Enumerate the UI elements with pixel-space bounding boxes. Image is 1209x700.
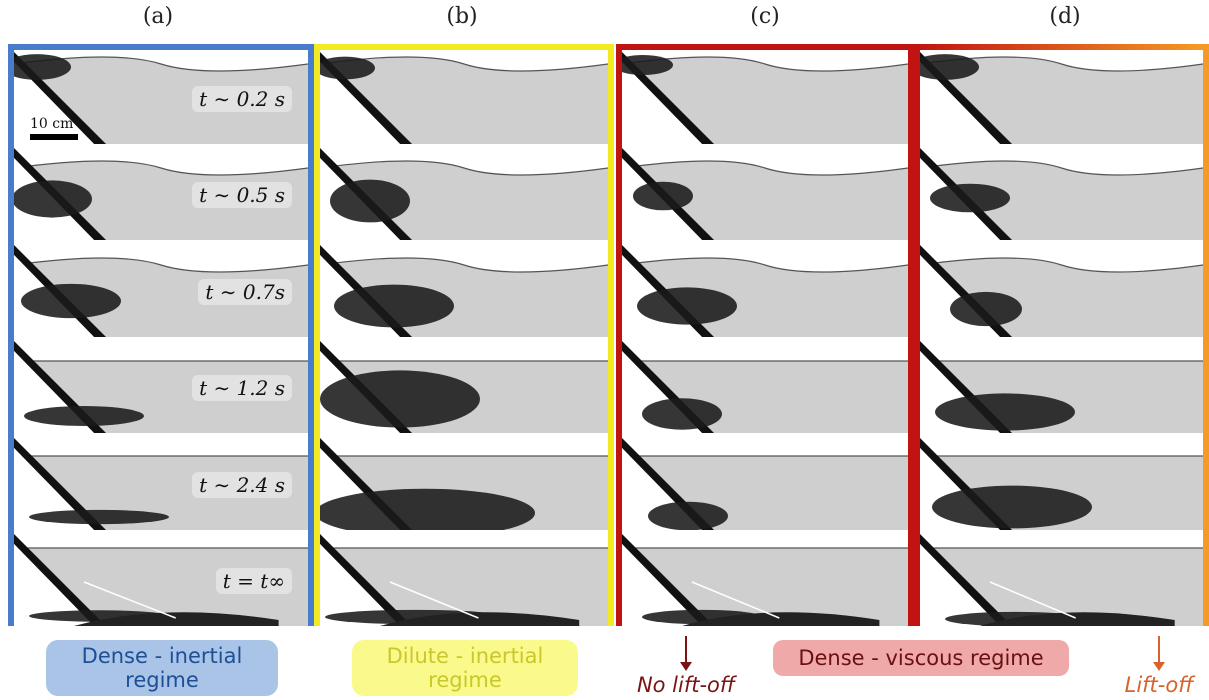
panel-b xyxy=(314,44,614,626)
time-label: t ∼ 0.5 s xyxy=(192,182,292,208)
experiment-frame-image xyxy=(920,148,1203,240)
experiment-frame-image xyxy=(320,534,608,626)
frame-row-3 xyxy=(920,243,1203,337)
experiment-frame-image xyxy=(920,341,1203,433)
regime-label-dense-inertial: Dense - inertial regime xyxy=(81,644,243,692)
no-lift-off-annotation: No lift-off xyxy=(611,636,761,697)
regime-badge-dilute-inertial: Dilute - inertial regime xyxy=(352,640,578,696)
no-lift-off-label: No lift-off xyxy=(636,673,736,697)
time-label: t = t∞ xyxy=(215,568,292,594)
frame-row-6 xyxy=(622,532,908,626)
frame-row-3 xyxy=(622,243,908,337)
frame-row-3 xyxy=(320,243,608,337)
frame-row-1: t ∼ 0.2 s xyxy=(14,50,308,144)
regime-label-dilute-inertial: Dilute - inertial regime xyxy=(386,644,544,692)
column-label-a: (a) xyxy=(142,4,174,29)
experiment-frame-image xyxy=(622,438,908,530)
experiment-frame-image xyxy=(14,245,308,337)
experiment-frame-image xyxy=(320,148,608,240)
experiment-frame-image xyxy=(920,534,1203,626)
frame-row-5 xyxy=(622,436,908,530)
experiment-frame-image xyxy=(14,52,308,144)
experiment-frame-image xyxy=(14,148,308,240)
column-label-d: (d) xyxy=(1049,4,1081,29)
experiment-frame-image xyxy=(622,148,908,240)
scale-bar-line xyxy=(30,134,78,140)
experiment-frame-image xyxy=(622,341,908,433)
frame-row-2 xyxy=(320,146,608,240)
time-label: t ∼ 2.4 s xyxy=(192,472,292,498)
lift-off-arrow-icon xyxy=(1158,636,1160,662)
frame-row-6 xyxy=(320,532,608,626)
experiment-frame-image xyxy=(920,52,1203,144)
frame-row-6 xyxy=(920,532,1203,626)
frame-row-4 xyxy=(622,339,908,433)
frame-row-5 xyxy=(920,436,1203,530)
lift-off-label: Lift-off xyxy=(1124,673,1194,697)
experiment-frame-image xyxy=(320,245,608,337)
scale-bar-label: 10 cm xyxy=(30,116,74,132)
frame-row-4 xyxy=(320,339,608,433)
panel-d xyxy=(914,44,1209,626)
experiment-frame-image xyxy=(622,52,908,144)
experiment-frame-image xyxy=(320,341,608,433)
frame-row-2 xyxy=(920,146,1203,240)
frame-row-2 xyxy=(622,146,908,240)
frame-row-1 xyxy=(920,50,1203,144)
panel-a: t ∼ 0.2 s t ∼ 0.5 s t ∼ 0.7s t ∼ 1.2 s t ∼ 2… xyxy=(8,44,314,626)
frame-row-2: t ∼ 0.5 s xyxy=(14,146,308,240)
regime-badge-dense-inertial: Dense - inertial regime xyxy=(46,640,278,696)
panel-c xyxy=(616,44,914,626)
experiment-frame-image xyxy=(320,438,608,530)
frame-row-4: t ∼ 1.2 s xyxy=(14,339,308,433)
column-label-c: (c) xyxy=(750,4,780,29)
scale-bar: 10 cm xyxy=(30,116,82,140)
column-label-b: (b) xyxy=(446,4,478,29)
regime-badge-dense-viscous: Dense - viscous regime xyxy=(773,640,1069,676)
experiment-frame-image xyxy=(320,52,608,144)
experiment-frame-image xyxy=(920,438,1203,530)
frame-row-1 xyxy=(622,50,908,144)
frame-row-5 xyxy=(320,436,608,530)
experiment-frame-image xyxy=(622,534,908,626)
experiment-frame-image xyxy=(920,245,1203,337)
frame-row-3: t ∼ 0.7s xyxy=(14,243,308,337)
frame-row-4 xyxy=(920,339,1203,433)
time-label: t ∼ 0.7s xyxy=(198,279,292,305)
time-label: t ∼ 0.2 s xyxy=(192,86,292,112)
frame-row-5: t ∼ 2.4 s xyxy=(14,436,308,530)
time-label: t ∼ 1.2 s xyxy=(192,375,292,401)
no-lift-off-arrow-icon xyxy=(685,636,687,662)
frame-row-1 xyxy=(320,50,608,144)
lift-off-annotation: Lift-off xyxy=(1084,636,1209,697)
frame-row-6: t = t∞ xyxy=(14,532,308,626)
regime-label-dense-viscous: Dense - viscous regime xyxy=(798,646,1044,670)
experiment-frame-image xyxy=(14,534,308,626)
experiment-frame-image xyxy=(622,245,908,337)
